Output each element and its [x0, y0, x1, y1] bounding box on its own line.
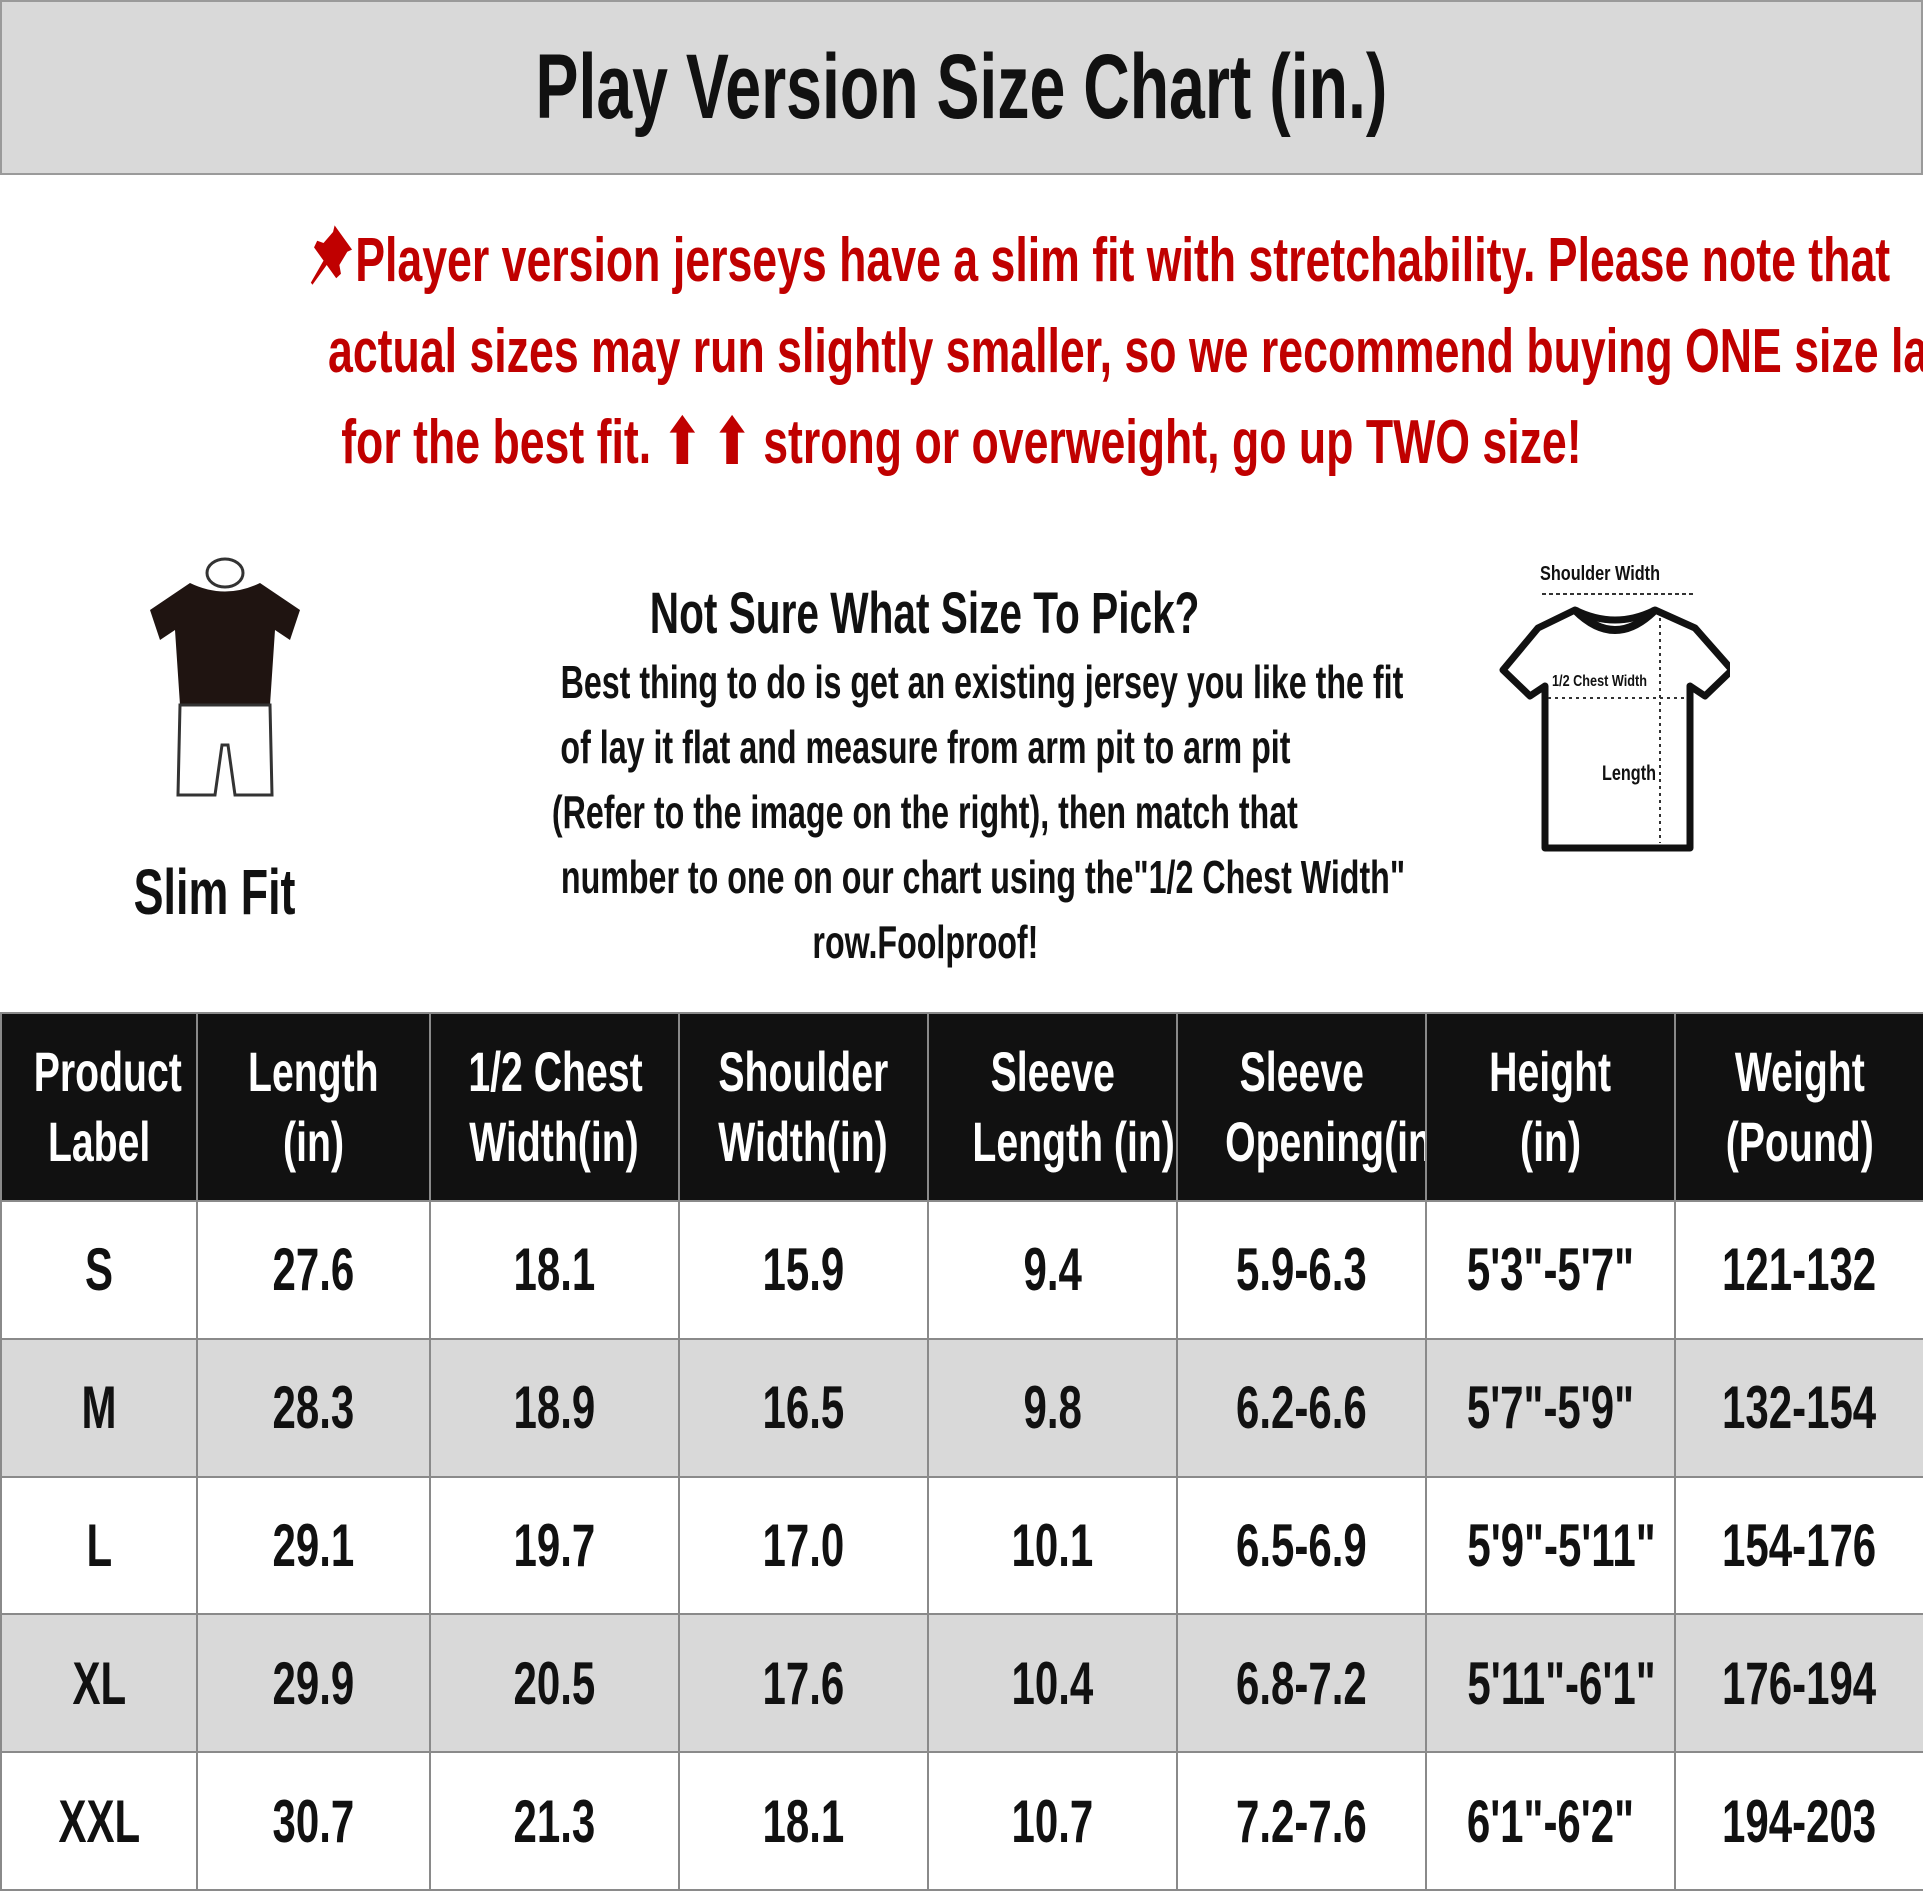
table-cell: 9.8 — [927, 1337, 1178, 1478]
table-row: XL 29.9 20.5 17.6 10.4 6.8-7.2 5'11"-6'1" 176-1… — [0, 1613, 1923, 1754]
column-header: Product Label — [0, 1012, 198, 1202]
size-help: Not Sure What Size To Pick? Best thing t… — [380, 578, 1470, 975]
table-cell: XL — [0, 1613, 198, 1754]
help-line: of lay it flat and measure from arm pit … — [559, 721, 1291, 773]
shoulder-width-label: Shoulder Width — [1540, 563, 1660, 585]
fit-notice: Player version jerseys have a slim fit w… — [0, 215, 1923, 488]
help-heading: Not Sure What Size To Pick? — [650, 581, 1200, 646]
table-cell: 16.5 — [678, 1337, 929, 1478]
table-cell: 18.1 — [678, 1751, 929, 1891]
table-cell: 18.9 — [429, 1337, 680, 1478]
notice-line: Player version jerseys have a slim fit w… — [355, 226, 1891, 295]
table-cell: 132-154 — [1674, 1337, 1923, 1478]
table-cell: 194-203 — [1674, 1751, 1923, 1891]
help-line: Best thing to do is get an existing jers… — [560, 656, 1404, 708]
size-chart-table: Product Label Length (in) 1/2 Chest Width(in)… — [0, 1012, 1923, 1891]
table-cell: 15.9 — [678, 1200, 929, 1340]
table-cell: 29.1 — [196, 1475, 431, 1616]
table-cell: 27.6 — [196, 1200, 431, 1340]
chest-width-label: 1/2 Chest Width — [1552, 673, 1647, 690]
page-title: Play Version Size Chart (in.) — [535, 36, 1388, 138]
table-cell: 10.4 — [927, 1613, 1178, 1754]
table-cell: 6'1"-6'2" — [1425, 1751, 1676, 1891]
table-cell: 17.6 — [678, 1613, 929, 1754]
table-cell: 176-194 — [1674, 1613, 1923, 1754]
column-header: Sleeve Opening(in) — [1176, 1012, 1427, 1202]
help-line: (Refer to the image on the right), then … — [551, 786, 1299, 838]
table-cell: 20.5 — [429, 1613, 680, 1754]
table-cell: M — [0, 1337, 198, 1478]
table-cell: L — [0, 1475, 198, 1616]
table-cell: XXL — [0, 1751, 198, 1891]
table-row: L 29.1 19.7 17.0 10.1 6.5-6.9 5'9"-5'11" 154-17… — [0, 1475, 1923, 1616]
table-cell: 7.2-7.6 — [1176, 1751, 1427, 1891]
table-cell: 30.7 — [196, 1751, 431, 1891]
table-cell: 17.0 — [678, 1475, 929, 1616]
table-cell: 6.2-6.6 — [1176, 1337, 1427, 1478]
tshirt-measurement-diagram: Shoulder Width 1/2 Chest Width Length — [1499, 563, 1730, 852]
column-header: Length (in) — [196, 1012, 431, 1202]
column-header: Weight (Pound) — [1674, 1012, 1923, 1202]
table-cell: 10.7 — [927, 1751, 1178, 1891]
table-cell: 154-176 — [1674, 1475, 1923, 1616]
table-cell: 9.4 — [927, 1200, 1178, 1340]
length-label: Length — [1602, 762, 1656, 785]
pushpin-icon — [310, 225, 353, 285]
table-row: S 27.6 18.1 15.9 9.4 5.9-6.3 5'3"-5'7" 121-132 — [0, 1200, 1923, 1340]
table-cell: 6.8-7.2 — [1176, 1613, 1427, 1754]
help-line: number to one on our chart using the"1/2… — [560, 851, 1406, 903]
column-header: Sleeve Length (in) — [927, 1012, 1178, 1202]
table-cell: S — [0, 1200, 198, 1340]
column-header: Height (in) — [1425, 1012, 1676, 1202]
table-row: M 28.3 18.9 16.5 9.8 6.2-6.6 5'7"-5'9" 132-154 — [0, 1337, 1923, 1478]
table-cell: 5'3"-5'7" — [1425, 1200, 1676, 1340]
table-cell: 6.5-6.9 — [1176, 1475, 1427, 1616]
table-cell: 5.9-6.3 — [1176, 1200, 1427, 1340]
table-cell: 19.7 — [429, 1475, 680, 1616]
table-cell: 121-132 — [1674, 1200, 1923, 1340]
mannequin-slim-fit-image — [150, 557, 300, 797]
fit-label: Slim Fit — [134, 856, 296, 928]
table-cell: 28.3 — [196, 1337, 431, 1478]
table-cell: 5'11"-6'1" — [1425, 1613, 1676, 1754]
table-cell: 5'7"-5'9" — [1425, 1337, 1676, 1478]
table-cell: 5'9"-5'11" — [1425, 1475, 1676, 1616]
table-cell: 29.9 — [196, 1613, 431, 1754]
table-cell: 21.3 — [429, 1751, 680, 1891]
table-cell: 10.1 — [927, 1475, 1178, 1616]
notice-line: for the best fit. ⬆ ⬆ strong or overweig… — [341, 408, 1582, 477]
table-cell: 18.1 — [429, 1200, 680, 1340]
title-bar: Play Version Size Chart (in.) — [0, 0, 1923, 175]
column-header: Shoulder Width(in) — [678, 1012, 929, 1202]
notice-line: actual sizes may run slightly smaller, s… — [328, 317, 1923, 386]
help-line: row.Foolproof! — [812, 916, 1038, 968]
column-header: 1/2 Chest Width(in) — [429, 1012, 680, 1202]
table-row: XXL 30.7 21.3 18.1 10.7 7.2-7.6 6'1"-6'2" 194-2… — [0, 1751, 1923, 1891]
